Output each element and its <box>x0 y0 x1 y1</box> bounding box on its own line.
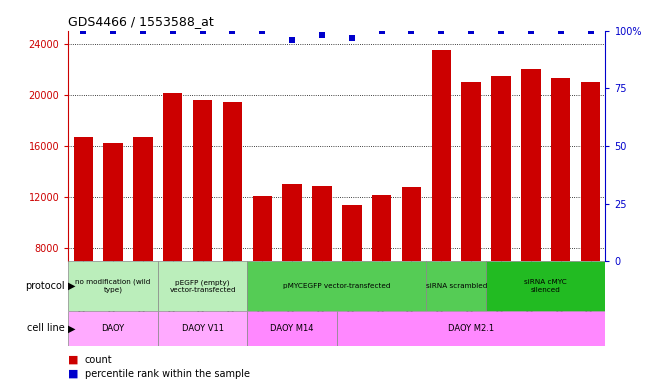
Point <box>376 28 387 34</box>
Bar <box>247 311 337 346</box>
Bar <box>426 261 486 311</box>
Point <box>585 28 596 34</box>
Text: ▶: ▶ <box>68 281 76 291</box>
Bar <box>133 137 152 351</box>
Bar <box>104 143 123 351</box>
Bar <box>462 82 481 351</box>
Point <box>525 28 536 34</box>
Bar <box>551 78 570 351</box>
Bar <box>68 261 158 311</box>
Bar <box>247 261 426 311</box>
Bar <box>432 50 451 351</box>
Point <box>555 28 566 34</box>
Text: pEGFP (empty)
vector-transfected: pEGFP (empty) vector-transfected <box>169 279 236 293</box>
Text: DAOY M14: DAOY M14 <box>270 324 314 333</box>
Text: ■: ■ <box>68 355 79 365</box>
Point <box>496 28 506 34</box>
Text: percentile rank within the sample: percentile rank within the sample <box>85 369 249 379</box>
Bar <box>223 103 242 351</box>
Point <box>227 28 238 34</box>
Text: no modification (wild
type): no modification (wild type) <box>76 279 151 293</box>
Point <box>287 37 298 43</box>
Text: DAOY: DAOY <box>102 324 125 333</box>
Bar <box>492 76 510 351</box>
Bar <box>283 184 302 351</box>
Bar <box>372 195 391 351</box>
Text: cell line: cell line <box>27 323 65 333</box>
Bar <box>581 82 600 351</box>
Point <box>436 28 447 34</box>
Bar <box>253 196 272 351</box>
Bar <box>342 205 361 351</box>
Bar <box>486 261 605 311</box>
Point <box>138 28 148 34</box>
Text: protocol: protocol <box>25 281 65 291</box>
Text: siRNA scrambled: siRNA scrambled <box>426 283 487 289</box>
Bar <box>163 93 182 351</box>
Point <box>78 28 89 34</box>
Text: ▶: ▶ <box>68 323 76 333</box>
Bar <box>68 311 158 346</box>
Text: DAOY M2.1: DAOY M2.1 <box>448 324 494 333</box>
Bar <box>158 261 247 311</box>
Point <box>466 28 477 34</box>
Point <box>108 28 118 34</box>
Bar <box>193 100 212 351</box>
Point <box>406 28 417 34</box>
Bar <box>74 137 93 351</box>
Bar <box>402 187 421 351</box>
Text: pMYCEGFP vector-transfected: pMYCEGFP vector-transfected <box>283 283 391 289</box>
Text: GDS4466 / 1553588_at: GDS4466 / 1553588_at <box>68 15 214 28</box>
Point <box>167 28 178 34</box>
Point <box>197 28 208 34</box>
Bar <box>337 311 605 346</box>
Point <box>257 28 268 34</box>
Bar <box>158 311 247 346</box>
Point <box>346 35 357 41</box>
Text: count: count <box>85 355 112 365</box>
Point <box>317 32 327 38</box>
Bar <box>521 69 540 351</box>
Text: siRNA cMYC
silenced: siRNA cMYC silenced <box>524 279 567 293</box>
Bar <box>312 185 331 351</box>
Text: DAOY V11: DAOY V11 <box>182 324 224 333</box>
Text: ■: ■ <box>68 369 79 379</box>
